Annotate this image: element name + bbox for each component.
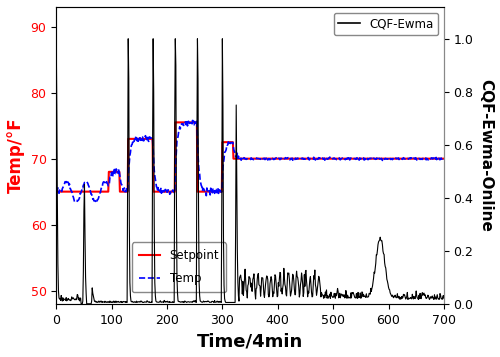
Temp bbox=[184, 118, 190, 122]
Line: Setpoint: Setpoint bbox=[56, 122, 444, 192]
Legend: CQF-Ewma: CQF-Ewma bbox=[334, 13, 438, 35]
Temp bbox=[117, 174, 123, 178]
Temp bbox=[214, 187, 220, 192]
Y-axis label: CQF-Ewma-Online: CQF-Ewma-Online bbox=[478, 79, 493, 232]
Temp bbox=[386, 156, 392, 161]
Temp bbox=[366, 156, 372, 161]
Setpoint bbox=[116, 170, 122, 174]
Temp bbox=[53, 187, 59, 191]
Temp bbox=[338, 157, 344, 161]
Setpoint bbox=[112, 170, 118, 174]
Temp bbox=[441, 157, 447, 162]
Setpoint bbox=[366, 156, 372, 161]
Setpoint bbox=[338, 156, 344, 161]
Y-axis label: Temp/°F: Temp/°F bbox=[7, 117, 25, 193]
Setpoint bbox=[172, 120, 178, 125]
Setpoint bbox=[212, 190, 218, 194]
Temp bbox=[94, 200, 100, 204]
X-axis label: Time/4min: Time/4min bbox=[197, 332, 303, 350]
Setpoint bbox=[53, 190, 59, 194]
Legend: Setpoint, Temp: Setpoint, Temp bbox=[132, 242, 226, 292]
Line: Temp: Temp bbox=[56, 120, 444, 202]
Temp bbox=[112, 171, 118, 176]
Setpoint bbox=[441, 156, 447, 161]
Setpoint bbox=[386, 156, 392, 161]
